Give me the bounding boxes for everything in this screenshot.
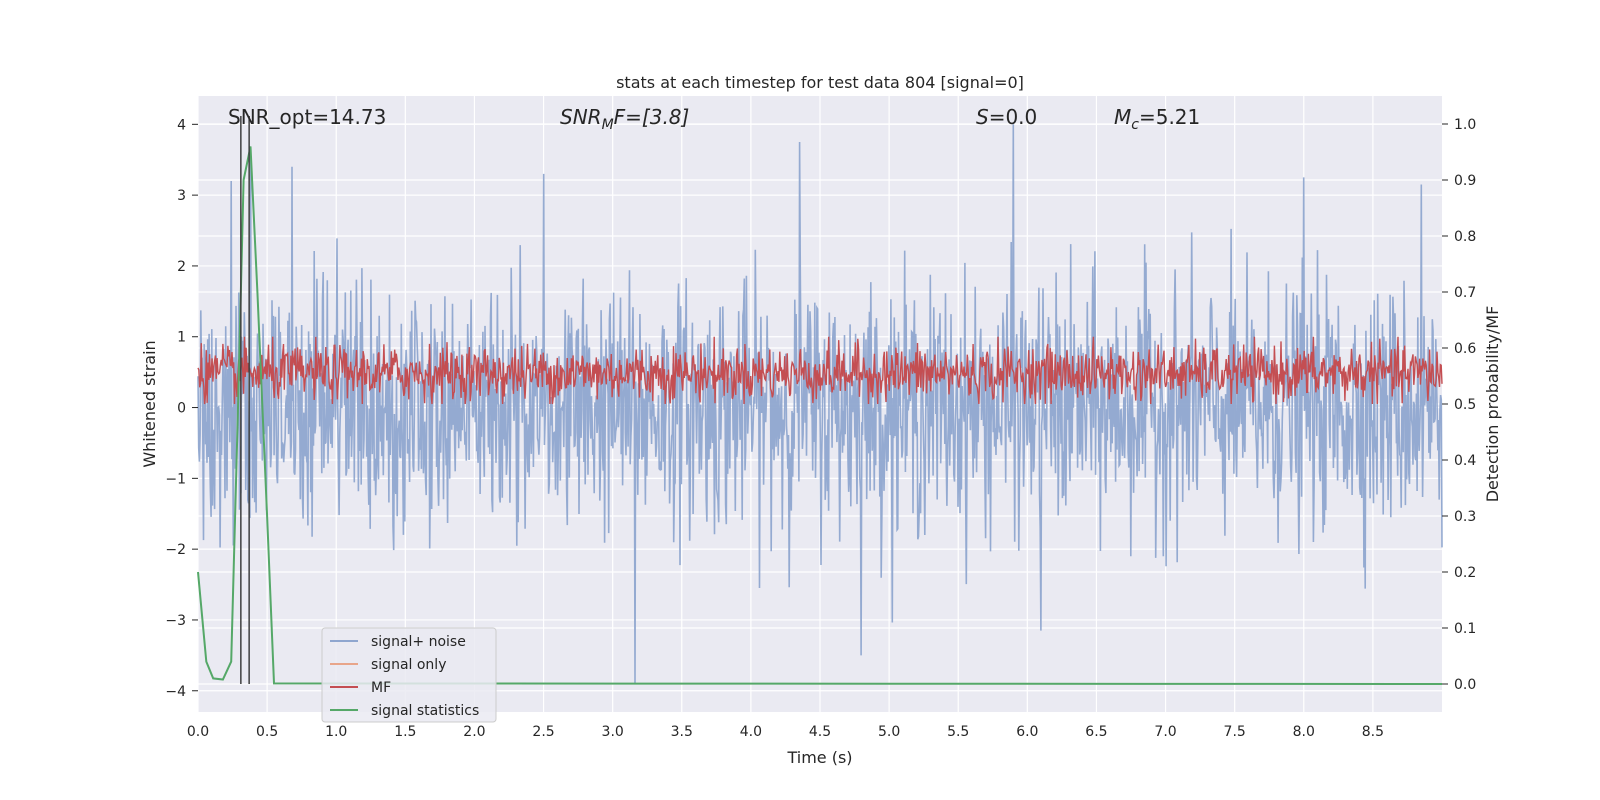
legend: signal+ noise signal only MF signal statist… <box>321 627 497 723</box>
vertical-markers <box>240 116 250 684</box>
annotation-mc-label: M <box>1114 105 1131 129</box>
y-axis-right-ticks: 1.0 0.9 0.8 0.7 0.6 0.5 0.4 0.3 0.2 0.1 0.0 <box>1442 117 1476 693</box>
chart-title: stats at each timestep for test data 804… <box>616 73 1024 92</box>
annotation-mc: Mc=5.21 <box>1114 105 1200 133</box>
x-tick-label: 8.0 <box>1293 724 1315 740</box>
y-axis-ticks: 4 3 2 1 0 −1 −2 −3 −4 <box>165 117 198 700</box>
annotation-snr-mf-rest: F=[3.8] <box>614 105 690 129</box>
x-axis-label: Time (s) <box>786 748 852 767</box>
x-tick-label: 6.0 <box>1016 724 1038 740</box>
x-tick-label: 6.5 <box>1085 724 1107 740</box>
y-right-tick-label: 0.7 <box>1454 285 1476 301</box>
annotation-mc-value: =5.21 <box>1139 105 1200 129</box>
x-tick-label: 0.5 <box>256 724 278 740</box>
y-tick-label: −3 <box>165 613 186 629</box>
y-right-tick-label: 0.9 <box>1454 173 1476 189</box>
y-tick-label: −1 <box>165 471 186 487</box>
y-tick-label: 3 <box>177 188 186 204</box>
legend-label: signal only <box>371 657 446 673</box>
y-tick-label: −2 <box>165 542 186 558</box>
x-tick-label: 2.5 <box>532 724 554 740</box>
y-tick-label: 4 <box>177 117 186 133</box>
y-tick-label: 2 <box>177 259 186 275</box>
x-axis-ticks: 0.0 0.5 1.0 1.5 2.0 2.5 3.0 3.5 4.0 4.5 5.0 5.5 6.0 6… <box>187 724 1384 740</box>
x-tick-label: 4.0 <box>740 724 762 740</box>
annotation-snr-mf-sub: M <box>602 117 614 133</box>
x-tick-label: 0.0 <box>187 724 209 740</box>
y-right-tick-label: 0.0 <box>1454 677 1476 693</box>
annotation-mc-sub: c <box>1131 117 1139 133</box>
y-right-tick-label: 0.3 <box>1454 509 1476 525</box>
y-right-tick-label: 0.8 <box>1454 229 1476 245</box>
annotation-s: S=0.0 <box>976 105 1037 129</box>
legend-box <box>321 627 497 723</box>
x-tick-label: 7.5 <box>1224 724 1246 740</box>
x-tick-label: 1.0 <box>325 724 347 740</box>
annotation-snr-mf-base: SNR <box>560 105 602 129</box>
annotation-snr-mf: SNRMF=[3.8] <box>560 105 689 133</box>
y-axis-label: Whitened strain <box>140 340 159 467</box>
y-tick-label: −4 <box>165 684 186 700</box>
annotation-s-value: =0.0 <box>989 105 1038 129</box>
y-tick-label: 1 <box>177 330 186 346</box>
x-tick-label: 7.0 <box>1154 724 1176 740</box>
legend-label: MF <box>371 680 391 696</box>
y-right-tick-label: 0.5 <box>1454 397 1476 413</box>
y-tick-label: 0 <box>177 401 186 417</box>
x-tick-label: 4.5 <box>809 724 831 740</box>
legend-label: signal statistics <box>371 703 479 719</box>
series-mf-line <box>197 336 1443 405</box>
legend-label: signal+ noise <box>371 634 466 650</box>
annotation-snr-opt: SNR_opt=14.73 <box>228 105 386 129</box>
x-tick-label: 5.5 <box>947 724 969 740</box>
x-tick-label: 3.0 <box>602 724 624 740</box>
y-axis-right-label: Detection probability/MF <box>1483 306 1502 503</box>
series-signal-noise-line <box>197 124 1443 684</box>
y-right-tick-label: 0.6 <box>1454 341 1476 357</box>
x-tick-label: 5.0 <box>878 724 900 740</box>
y-right-tick-label: 0.4 <box>1454 453 1476 469</box>
x-tick-label: 2.0 <box>463 724 485 740</box>
y-right-tick-label: 0.1 <box>1454 621 1476 637</box>
x-tick-label: 1.5 <box>394 724 416 740</box>
y-right-tick-label: 0.2 <box>1454 565 1476 581</box>
y-right-tick-label: 1.0 <box>1454 117 1476 133</box>
x-tick-label: 8.5 <box>1362 724 1384 740</box>
x-tick-label: 3.5 <box>671 724 693 740</box>
annotation-s-label: S <box>976 105 989 129</box>
